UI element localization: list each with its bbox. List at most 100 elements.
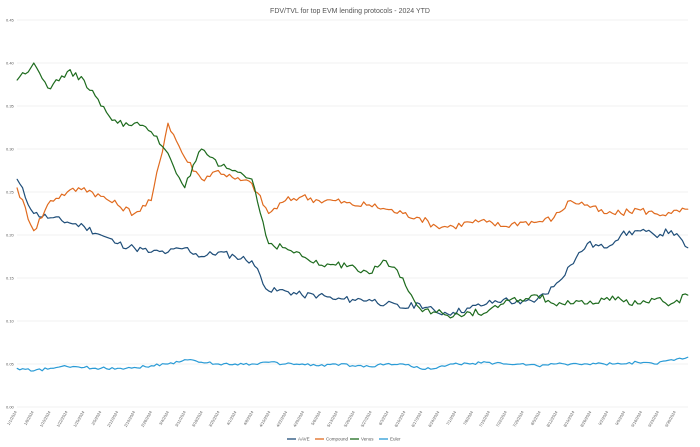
- data-point-compound: [184, 157, 186, 159]
- data-point-euler: [201, 361, 202, 363]
- data-point-venus: [16, 79, 18, 81]
- y-tick-label: 0.00: [6, 405, 15, 410]
- data-point-euler: [637, 361, 639, 363]
- data-point-compound: [268, 213, 270, 214]
- data-point-compound: [419, 217, 420, 219]
- data-point-aave: [83, 226, 85, 227]
- legend: AAVE Compound Venus Euler: [287, 437, 401, 442]
- x-tick-label: 1/15/2024: [38, 409, 52, 428]
- x-tick-label: 4/29/2024: [292, 409, 306, 428]
- data-point-aave: [385, 303, 387, 305]
- data-point-compound: [536, 221, 538, 223]
- x-tick-label: 3/18/2024: [191, 409, 205, 428]
- x-tick-label: 4/8/2024: [242, 409, 255, 426]
- data-point-euler: [670, 359, 672, 361]
- data-point-venus: [50, 88, 51, 90]
- x-tick-label: 8/12/2024: [545, 409, 559, 428]
- data-point-aave: [519, 303, 521, 305]
- data-point-compound: [503, 226, 504, 227]
- data-point-euler: [285, 363, 286, 365]
- data-point-euler: [385, 363, 387, 365]
- data-point-euler: [16, 367, 18, 369]
- series-lines: [16, 62, 689, 372]
- legend-label-venus: Venus: [361, 437, 374, 442]
- x-tick-label: 7/29/2024: [512, 409, 526, 428]
- data-point-aave: [268, 290, 270, 292]
- x-tick-label: 9/30/2024: [664, 409, 678, 428]
- data-point-venus: [134, 122, 135, 124]
- data-point-euler: [469, 363, 471, 365]
- data-point-venus: [251, 178, 253, 180]
- data-point-compound: [352, 204, 353, 206]
- data-point-euler: [335, 363, 337, 365]
- x-tick-label: 7/22/2024: [495, 409, 509, 428]
- data-point-euler: [301, 363, 303, 365]
- data-point-venus: [687, 294, 689, 296]
- data-point-compound: [486, 221, 488, 223]
- data-point-venus: [33, 62, 35, 64]
- data-point-aave: [234, 256, 236, 257]
- data-point-euler: [251, 363, 253, 365]
- data-point-venus: [670, 303, 672, 305]
- data-point-venus: [150, 131, 152, 133]
- y-tick-label: 0.05: [6, 362, 15, 367]
- data-point-compound: [318, 200, 320, 202]
- data-point-venus: [201, 148, 202, 150]
- data-point-venus: [352, 264, 353, 266]
- data-point-venus: [234, 170, 236, 171]
- data-point-aave: [251, 260, 253, 262]
- data-point-compound: [519, 221, 521, 223]
- data-point-euler: [503, 363, 504, 365]
- data-point-aave: [469, 307, 471, 309]
- data-point-aave: [150, 251, 152, 253]
- data-point-venus: [654, 299, 655, 300]
- data-point-venus: [519, 299, 521, 300]
- data-point-euler: [217, 363, 219, 365]
- data-point-euler: [536, 365, 538, 367]
- series-line-aave: [16, 178, 689, 316]
- series-line-compound: [16, 122, 689, 232]
- data-point-venus: [100, 105, 102, 107]
- data-point-venus: [586, 303, 588, 305]
- x-tick-label: 7/8/2024: [462, 409, 475, 426]
- y-tick-label: 0.20: [6, 233, 15, 238]
- x-tick-label: 6/17/2024: [410, 409, 424, 428]
- data-point-venus: [486, 312, 488, 313]
- x-tick-label: 2/26/2024: [140, 409, 154, 428]
- data-point-aave: [285, 290, 286, 292]
- data-point-aave: [201, 256, 202, 257]
- legend-label-aave: AAVE: [298, 437, 310, 442]
- data-point-venus: [402, 277, 404, 279]
- y-tick-label: 0.45: [6, 18, 15, 23]
- x-tick-label: 5/6/2024: [310, 409, 323, 426]
- data-point-aave: [33, 213, 35, 214]
- data-point-euler: [603, 363, 605, 365]
- data-point-euler: [117, 367, 119, 369]
- data-point-compound: [234, 178, 236, 180]
- data-point-aave: [318, 294, 320, 296]
- data-point-compound: [385, 208, 387, 210]
- data-point-venus: [503, 303, 504, 305]
- data-point-aave: [301, 294, 303, 296]
- x-tick-label: 9/23/2024: [647, 409, 661, 428]
- data-point-compound: [402, 213, 404, 214]
- x-tick-label: 3/25/2024: [207, 409, 221, 428]
- series-line-venus: [16, 62, 689, 319]
- data-point-venus: [620, 299, 622, 300]
- data-point-venus: [536, 294, 538, 296]
- data-point-compound: [637, 208, 639, 210]
- data-point-euler: [167, 363, 169, 365]
- data-point-aave: [603, 247, 605, 249]
- data-point-venus: [637, 303, 639, 305]
- x-tick-label: 4/22/2024: [275, 409, 289, 428]
- x-tick-label: 8/5/2024: [530, 409, 543, 426]
- data-point-venus: [167, 152, 169, 154]
- data-point-euler: [66, 366, 68, 367]
- data-point-venus: [318, 264, 320, 266]
- data-point-euler: [33, 370, 35, 372]
- data-point-aave: [217, 251, 219, 253]
- data-point-euler: [620, 363, 622, 365]
- x-tick-label: 1/29/2024: [72, 409, 86, 428]
- y-tick-label: 0.15: [6, 276, 15, 281]
